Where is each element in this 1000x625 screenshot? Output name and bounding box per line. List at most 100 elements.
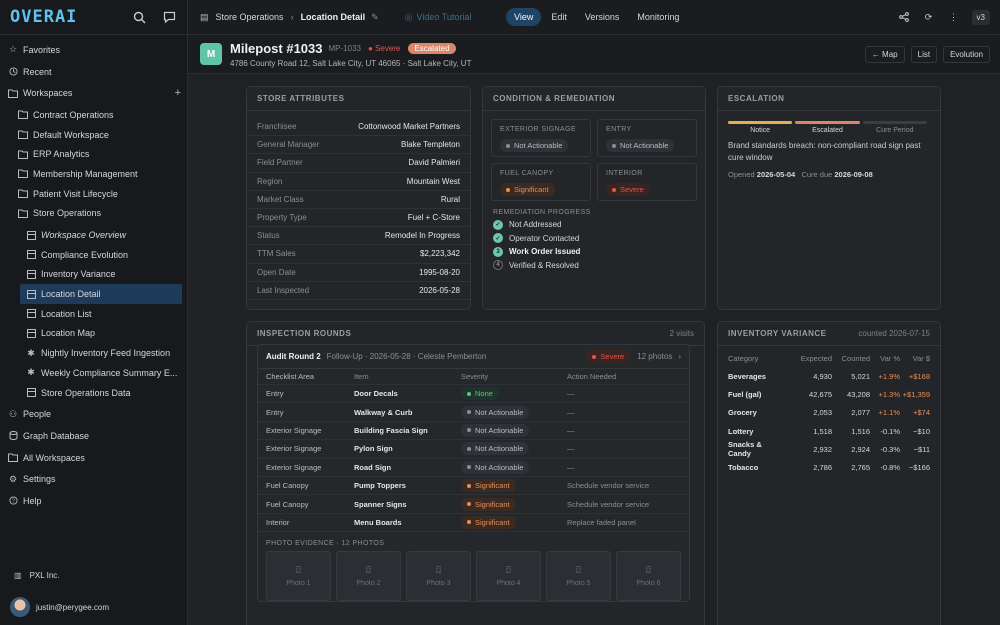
photo-thumbnail[interactable]: ⌼ Photo 6 xyxy=(616,551,681,602)
severity-pill: Significant xyxy=(500,183,555,196)
sidebar-item-workspace-overview[interactable]: Workspace Overview xyxy=(0,225,187,245)
sidebar-item-contract-operations[interactable]: Contract Operations xyxy=(0,105,187,125)
cell-var-usd: +$74 xyxy=(913,408,930,418)
table-row[interactable]: Tobacco 2,786 2,765 -0.8% −$166 xyxy=(718,458,940,476)
cell-var-pct: +1.1% xyxy=(878,408,900,418)
sidebar-item-help[interactable]: ? Help xyxy=(0,491,187,511)
table-icon xyxy=(26,309,36,319)
more-icon[interactable]: ⋮ xyxy=(949,11,959,22)
photo-thumbnail[interactable]: ⌼ Photo 3 xyxy=(406,551,471,602)
cell-severity: Not Actionable xyxy=(461,423,567,437)
table-row[interactable]: Exterior Signage Road Sign Not Actionable — xyxy=(258,459,689,477)
level-label: Notice xyxy=(750,127,771,134)
condition-fuel-canopy: FUEL CANOPY Significant xyxy=(491,163,591,201)
photo-thumbnail[interactable]: ⌼ Photo 5 xyxy=(546,551,611,602)
sidebar-item-people[interactable]: ⚇ People xyxy=(0,404,187,424)
audit-header[interactable]: Audit Round 2 Follow-Up · 2026-05-28 · C… xyxy=(258,345,689,369)
app-logo[interactable]: OVERAI xyxy=(10,7,78,27)
attribute-row: Last Inspected 2026-05-28 xyxy=(247,282,470,300)
table-row[interactable]: Interior Menu Boards Significant Replace fa… xyxy=(258,514,689,533)
sidebar-item-recent[interactable]: Recent xyxy=(0,62,187,82)
table-row[interactable]: Exterior Signage Pylon Sign Not Actionable… xyxy=(258,440,689,459)
folder-icon xyxy=(8,453,18,463)
add-workspace-button[interactable]: + xyxy=(174,87,181,100)
share-icon[interactable] xyxy=(898,11,910,23)
attribute-value: 1995-08-20 xyxy=(419,267,460,277)
sidebar-item-label: Weekly Compliance Summary E... xyxy=(41,367,178,378)
tab-view[interactable]: View xyxy=(506,8,542,26)
remediation-step-current: 3 Work Order Issued xyxy=(483,245,705,259)
table-row[interactable]: Exterior Signage Building Fascia Sign Not … xyxy=(258,422,689,441)
table-row[interactable]: Fuel Canopy Pump Toppers Significant Schedu… xyxy=(258,477,689,496)
title-row: Milepost #1033 MP-1033 ● Severe Escalate… xyxy=(230,41,471,56)
table-row[interactable]: Fuel Canopy Spanner Signs Significant Sched… xyxy=(258,495,689,514)
cell-severity: Significant xyxy=(461,497,567,511)
sidebar-item-label: Compliance Evolution xyxy=(41,249,129,260)
table-row[interactable]: Fuel (gal) 42,675 43,208 +1.3% +$1,359 xyxy=(718,385,940,403)
table-row[interactable]: Lottery 1,518 1,516 -0.1% −$10 xyxy=(718,422,940,440)
sidebar-item-graph-database[interactable]: Graph Database xyxy=(0,426,187,446)
column-header: Var $ xyxy=(912,354,930,363)
org-switcher[interactable]: ▥ PXL Inc. xyxy=(0,561,187,589)
tab-monitoring[interactable]: Monitoring xyxy=(637,12,680,22)
sidebar-item-nightly-inventory-feed[interactable]: ✱ Nightly Inventory Feed Ingestion xyxy=(0,343,187,363)
dot-icon xyxy=(506,187,510,192)
sidebar-item-erp-analytics[interactable]: ERP Analytics xyxy=(0,144,187,164)
camera-icon: ⌼ xyxy=(435,565,442,576)
sidebar-item-compliance-evolution[interactable]: Compliance Evolution xyxy=(0,245,187,265)
tab-edit[interactable]: Edit xyxy=(551,12,567,22)
photo-thumbnail[interactable]: ⌼ Photo 1 xyxy=(266,551,331,602)
photo-thumbnail[interactable]: ⌼ Photo 4 xyxy=(476,551,541,602)
table-row[interactable]: Beverages 4,930 5,021 +1.9% +$168 xyxy=(718,367,940,385)
sidebar-item-label: Patient Visit Lifecycle xyxy=(33,188,118,199)
sidebar-item-label: Store Operations Data xyxy=(41,387,131,398)
evolution-button[interactable]: Evolution xyxy=(943,45,990,63)
sidebar-item-location-detail[interactable]: Location Detail xyxy=(20,284,182,304)
search-icon[interactable] xyxy=(131,9,147,25)
user-menu[interactable]: justin@perygee.com xyxy=(0,589,187,625)
sidebar-item-membership-management[interactable]: Membership Management xyxy=(0,164,187,184)
refresh-icon[interactable]: ⟳ xyxy=(924,11,933,22)
camera-icon: ⌼ xyxy=(645,565,652,576)
breadcrumb: ▤ Store Operations › Location Detail ✎ xyxy=(200,12,379,23)
tab-versions[interactable]: Versions xyxy=(584,12,620,22)
photo-label: Photo 5 xyxy=(566,580,591,588)
view-tabs: View Edit Versions Monitoring xyxy=(506,8,689,26)
breadcrumb-current: Location Detail xyxy=(300,12,366,22)
chat-icon[interactable] xyxy=(161,9,177,25)
sidebar-item-patient-visit-lifecycle[interactable]: Patient Visit Lifecycle xyxy=(0,184,187,204)
list-button[interactable]: List xyxy=(910,45,938,63)
sidebar-item-settings[interactable]: ⚙ Settings xyxy=(0,469,187,489)
tutorial-label: Video Tutorial xyxy=(416,12,472,22)
sidebar-item-inventory-variance[interactable]: Inventory Variance xyxy=(0,265,187,285)
chevron-right-icon[interactable]: › xyxy=(678,352,681,361)
pencil-icon[interactable]: ✎ xyxy=(371,11,379,22)
sidebar-item-all-workspaces[interactable]: All Workspaces xyxy=(0,448,187,468)
cell-var-pct: +1.3% xyxy=(878,389,900,399)
sidebar-item-default-workspace[interactable]: Default Workspace xyxy=(0,125,187,145)
photo-thumbnail[interactable]: ⌼ Photo 2 xyxy=(336,551,401,602)
table-row[interactable]: Entry Walkway & Curb Not Actionable — xyxy=(258,403,689,422)
location-header: M Milepost #1033 MP-1033 ● Severe Escala… xyxy=(188,35,1000,74)
pill-label: Not Actionable xyxy=(475,462,524,472)
photo-label: Photo 4 xyxy=(496,580,521,588)
help-icon: ? xyxy=(8,496,18,506)
dot-icon xyxy=(467,446,471,451)
sidebar-item-location-list[interactable]: Location List xyxy=(0,304,187,324)
sidebar-item-location-map[interactable]: Location Map xyxy=(0,324,187,344)
sidebar-item-favorites[interactable]: ☆ Favorites xyxy=(0,40,187,60)
sidebar-item-workspaces[interactable]: Workspaces + xyxy=(0,83,187,103)
visits-count: 2 visits xyxy=(669,329,694,338)
table-row[interactable]: Entry Door Decals None — xyxy=(258,385,689,404)
sidebar-item-store-operations[interactable]: Store Operations xyxy=(0,204,187,224)
map-button[interactable]: ← Map xyxy=(864,45,905,63)
severity-pill: Not Actionable xyxy=(461,442,530,456)
topbar-actions: ⟳ ⋮ v3 xyxy=(885,9,990,25)
sidebar-item-store-operations-data[interactable]: Store Operations Data xyxy=(0,383,187,403)
sidebar-item-weekly-compliance-summary[interactable]: ✱ Weekly Compliance Summary E... xyxy=(0,363,187,383)
breadcrumb-workspace[interactable]: Store Operations xyxy=(215,12,284,22)
video-tutorial-link[interactable]: ◎ Video Tutorial xyxy=(405,12,472,23)
version-badge[interactable]: v3 xyxy=(971,9,990,25)
table-row[interactable]: Snacks & Candy 2,932 2,924 -0.3% −$11 xyxy=(718,440,940,458)
table-row[interactable]: Grocery 2,053 2,077 +1.1% +$74 xyxy=(718,404,940,422)
